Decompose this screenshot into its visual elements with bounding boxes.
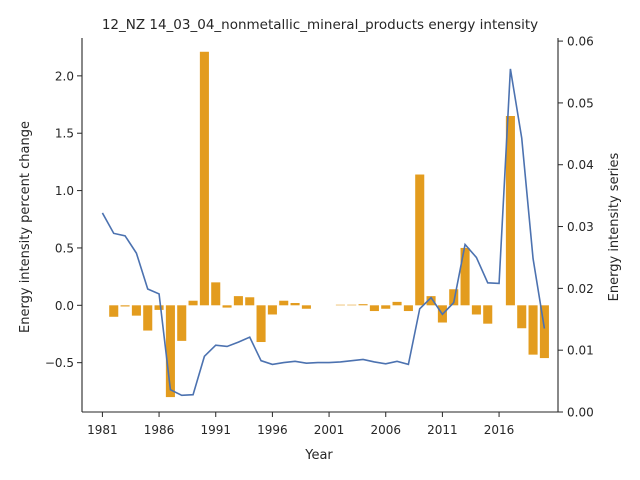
bar-2005	[369, 305, 379, 312]
bar-2008	[403, 305, 413, 312]
bar-2010	[426, 296, 436, 306]
bar-1989	[188, 300, 198, 306]
y-left-tick-label: −0.5	[45, 356, 74, 370]
bar-2014	[471, 305, 481, 315]
bar-2015	[483, 305, 493, 324]
y-right-tick-label: 0.01	[567, 344, 594, 358]
bar-2009	[415, 174, 425, 306]
x-tick-label: 2016	[484, 423, 515, 437]
bar-1990	[199, 51, 209, 306]
x-tick-label: 2011	[427, 423, 458, 437]
bar-2002	[335, 304, 345, 306]
bar-2012	[449, 289, 459, 306]
y-left-tick-label: 1.0	[55, 184, 74, 198]
x-tick-label: 1991	[200, 423, 231, 437]
bar-2018	[517, 305, 527, 329]
bar-1983	[120, 305, 130, 307]
bar-2006	[381, 305, 391, 309]
bar-1984	[131, 305, 141, 316]
bar-1987	[165, 305, 175, 398]
bar-1985	[143, 305, 153, 331]
bar-1991	[211, 282, 221, 306]
bar-2020	[539, 305, 549, 359]
bar-1992	[222, 305, 232, 308]
y-axis-left-title: Energy intensity percent change	[18, 121, 33, 333]
y-left-tick-label: 0.5	[55, 241, 74, 255]
y-left-tick-label: 2.0	[55, 69, 74, 83]
series-line	[101, 68, 546, 397]
chart-title: 12_NZ 14_03_04_nonmetallic_mineral_produ…	[102, 17, 538, 33]
bar-2019	[528, 305, 538, 355]
y-axis-right-title: Energy intensity series	[607, 152, 622, 301]
y-right-tick-label: 0.03	[567, 220, 594, 234]
bar-1993	[233, 296, 243, 306]
bar-1996	[267, 305, 277, 315]
y-right-tick-label: 0.06	[567, 35, 594, 49]
spines	[81, 38, 559, 413]
bar-2004	[358, 304, 368, 306]
x-tick-label: 1996	[257, 423, 288, 437]
bar-1997	[279, 300, 289, 306]
line-layer	[101, 68, 546, 397]
bar-1998	[290, 303, 300, 306]
bar-1988	[177, 305, 187, 341]
y-left-tick-label: 0.0	[55, 299, 74, 313]
bar-2017	[505, 116, 515, 306]
bar-2003	[347, 304, 357, 306]
y-axis-right: 0.00 0.01 0.02 0.03 0.04 0.05 0.06	[558, 35, 594, 420]
x-axis-title: Year	[304, 448, 333, 463]
x-tick-label: 1986	[144, 423, 175, 437]
bar-2007	[392, 301, 402, 306]
x-tick-label: 1981	[87, 423, 118, 437]
bar-1995	[256, 305, 266, 343]
bar-1999	[301, 305, 311, 309]
y-right-tick-label: 0.02	[567, 282, 594, 296]
bar-1994	[245, 297, 255, 306]
y-left-tick-label: 1.5	[55, 127, 74, 141]
x-tick-label: 2006	[370, 423, 401, 437]
bar-2013	[460, 247, 470, 306]
y-right-tick-label: 0.05	[567, 96, 594, 110]
bar-1986	[154, 305, 164, 310]
bar-1982	[109, 305, 119, 317]
bars	[109, 51, 549, 398]
y-right-tick-label: 0.04	[567, 158, 594, 172]
x-axis: 1981 1986 1991 1996 2001 2006 2011 2016	[87, 412, 514, 437]
y-axis-left: −0.5 0.0 0.5 1.0 1.5 2.0	[45, 69, 82, 370]
x-tick-label: 2001	[314, 423, 345, 437]
y-right-tick-label: 0.00	[567, 406, 594, 420]
